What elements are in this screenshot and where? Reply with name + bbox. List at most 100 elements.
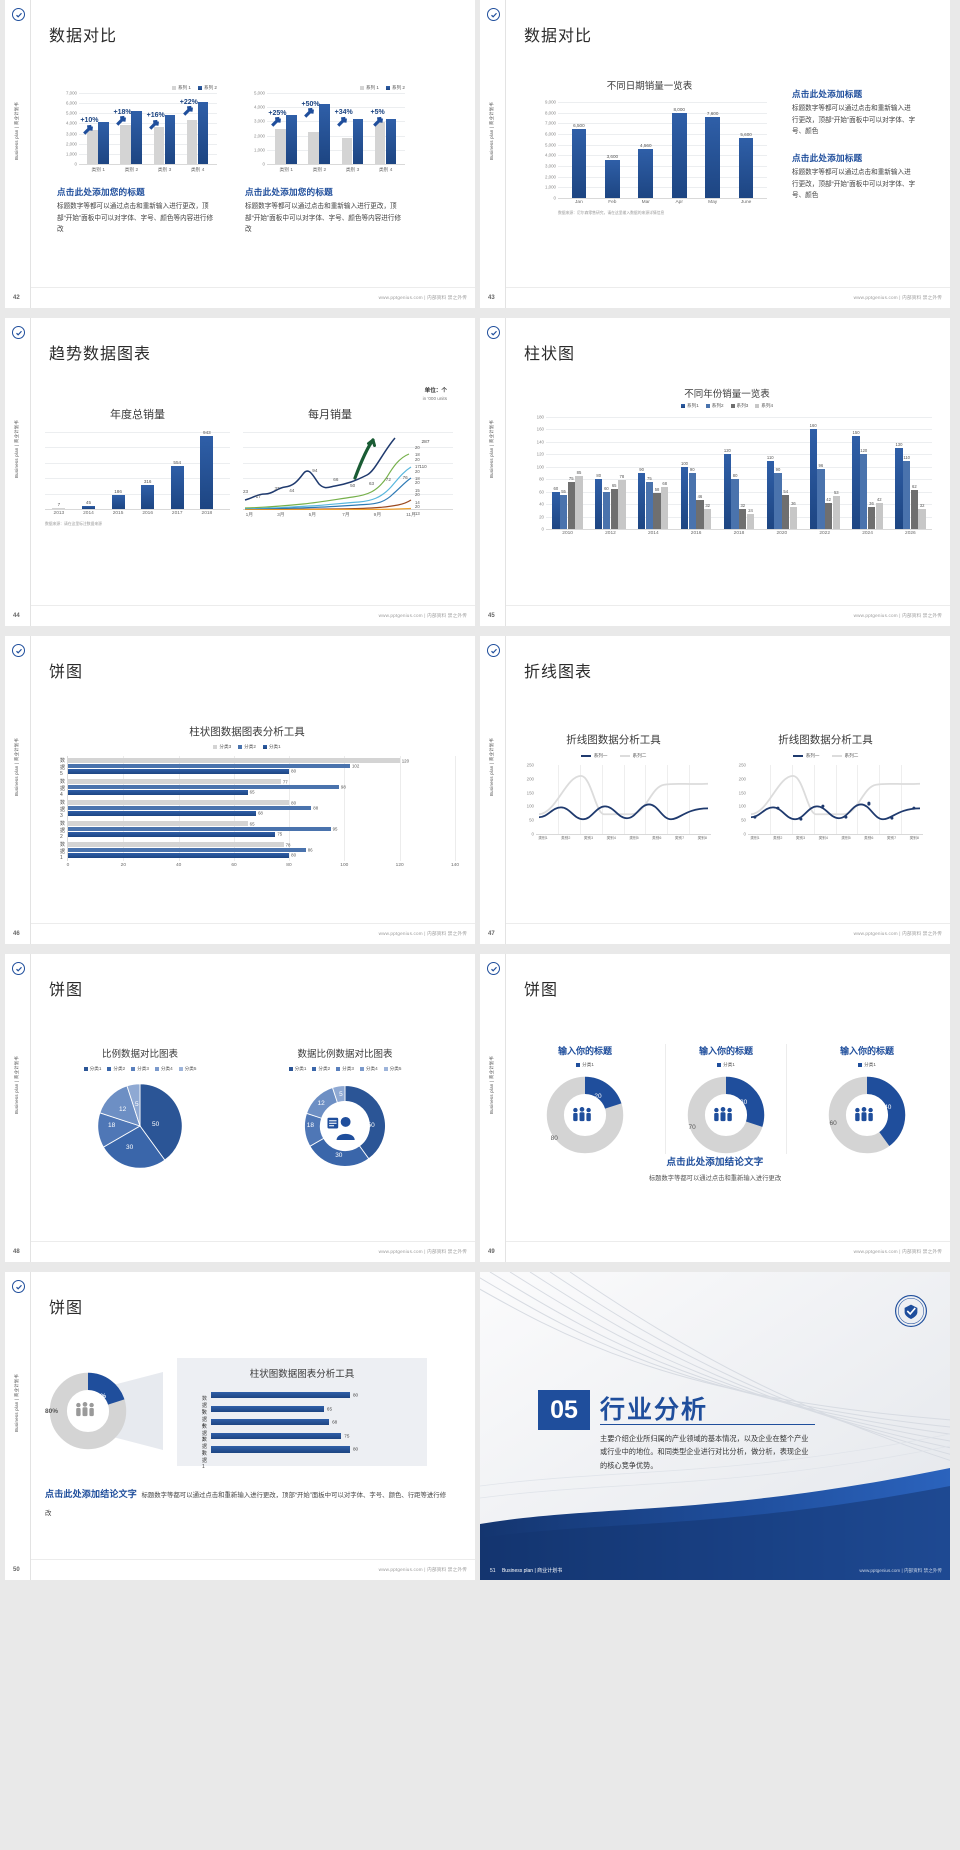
bar: 120 — [723, 448, 732, 529]
slide-49[interactable]: Business plan | 商业计划书 饼图 输入你的标题 分类1 20 8… — [480, 954, 950, 1262]
bar-value: 316 — [143, 478, 152, 484]
bar-value: 5,600 — [740, 132, 752, 138]
bar-value: 90 — [689, 467, 695, 472]
page-title: 柱状图 — [524, 346, 576, 363]
x-tick: Jan — [575, 200, 583, 205]
bar — [319, 104, 330, 164]
legend-item: 分类2 — [312, 1066, 330, 1072]
bar: 80 — [68, 853, 296, 858]
slide-43[interactable]: Business plan | 商业计划书 数据对比 不同日期销量一览表 9,0… — [480, 0, 950, 308]
x-tick: 类别 3 — [157, 168, 172, 173]
x-tick: 类别8 — [909, 836, 919, 840]
slide-50[interactable]: Business plan | 商业计划书 饼图 20% 80% 柱状图数据图表… — [5, 1272, 475, 1580]
x-tick: 类别5 — [629, 836, 639, 840]
bar-value: 53 — [833, 490, 839, 496]
bar-value: 6,500 — [573, 122, 585, 128]
x-tick: 类别 4 — [378, 168, 393, 173]
conclusion-block: 点击此处添加结论文字 标题数字等都可以通过点击和重新输入进行更改，顶部“开始”面… — [45, 1484, 449, 1520]
point-label: 17 — [255, 493, 261, 499]
legend-item: 分类3 — [213, 744, 231, 750]
slide-45[interactable]: Business plan | 商业计划书 柱状图 不同年份销量一览表 系列1 … — [480, 318, 950, 626]
x-tick: 类别 2 — [312, 168, 327, 173]
x-tick: 类别2 — [773, 836, 783, 840]
page-number: 44 — [13, 613, 20, 619]
x-tick: 2016 — [690, 531, 702, 536]
point-label: 110 — [419, 463, 427, 469]
donut-card-2: 输入你的标题 分类1 30 70 — [665, 1044, 787, 1154]
bar-value: 90 — [775, 467, 781, 472]
donut-chart: 50 30 18 12 5 — [296, 1082, 394, 1170]
bar: 32 — [918, 503, 926, 529]
page-title: 饼图 — [49, 1300, 84, 1317]
bar-value: 80 — [291, 768, 297, 774]
legend-item: 分类4 — [154, 1066, 173, 1072]
x-tick: Feb — [608, 200, 617, 205]
up-arrow-icon — [337, 116, 348, 127]
y-tick: 200 — [738, 776, 746, 782]
x-tick: 1月 — [245, 513, 254, 518]
slide-47[interactable]: Business plan | 商业计划书 折线图表 折线图数据分析工具 系列一… — [480, 636, 950, 944]
check-badge-icon — [12, 8, 25, 21]
blurb-title: 点击此处添加标题 — [792, 89, 863, 99]
pie-svg — [97, 1083, 183, 1169]
y-cat: 数据3 — [59, 799, 65, 819]
check-badge-icon — [12, 962, 25, 975]
slide-42[interactable]: Business plan | 商业计划书 数据对比 系列 1 系列 2 7,0… — [5, 0, 475, 308]
chart-title: 不同年份销量一览表 — [684, 389, 770, 400]
legend: 分类3 分类2 分类1 — [39, 744, 455, 750]
people-icon — [573, 1106, 591, 1121]
bar: 110 — [903, 455, 911, 529]
x-tick: 2010 — [562, 531, 573, 536]
y-tick: 0 — [743, 831, 746, 837]
slide-46[interactable]: Business plan | 商业计划书 饼图 柱状图数据图表分析工具 分类3… — [5, 636, 475, 944]
blurb-title: 点击此处添加您的标题 — [57, 187, 145, 197]
footer-text: www.pptgenius.com | 内部资料 禁之外传 — [853, 295, 942, 300]
unit-secondary: in '000 units — [422, 396, 447, 401]
page-title: 饼图 — [524, 982, 559, 999]
footer-text: www.pptgenius.com | 内部资料 禁之外传 — [859, 1568, 942, 1573]
point-label: 44 — [289, 488, 295, 494]
y-tick: 120 — [536, 451, 544, 457]
chart-sales-by-month: 不同日期销量一览表 9,000 8,000 7,000 6,000 5,000 … — [532, 78, 767, 216]
page-number: 45 — [488, 613, 495, 619]
legend-item: 系列1 — [681, 403, 699, 409]
check-badge-icon — [487, 8, 500, 21]
footer-text: www.pptgenius.com | 内部资料 禁之外传 — [378, 1249, 467, 1254]
right-label: 20 — [415, 504, 420, 510]
bar: 316 — [141, 479, 155, 509]
y-tick: 50 — [529, 817, 534, 823]
bar — [197, 102, 209, 164]
right-label: 13 — [415, 511, 420, 517]
slice-label: 5 — [339, 1090, 343, 1098]
blurb-title: 点击此处添加您的标题 — [245, 187, 333, 197]
y-tick: 6,000 — [545, 131, 556, 137]
bar: 4,560 — [638, 143, 654, 198]
legend-item: 分类1 — [858, 1062, 876, 1068]
chart-title: 比例数据对比图表 — [101, 1049, 178, 1060]
people-icon — [76, 1402, 94, 1417]
legend: 分类1 — [524, 1062, 646, 1068]
slide-48[interactable]: Business plan | 商业计划书 饼图 比例数据对比图表 分类1 分类… — [5, 954, 475, 1262]
donut-chart: 40 60 — [828, 1076, 906, 1154]
footer-text: www.pptgenius.com | 内部资料 禁之外传 — [853, 613, 942, 618]
y-tick: 6,000 — [66, 100, 77, 106]
x-tick: Mar — [641, 200, 650, 205]
bar: 42 — [875, 497, 883, 529]
slide-51[interactable]: 05 行业分析 主要介绍企业所归属的产业领域的基本情况，以及企业在整个产业或行业… — [480, 1272, 950, 1580]
bar-value: 110 — [766, 454, 774, 460]
chart-title: 柱状图数据图表分析工具 — [249, 1369, 355, 1380]
bar-value: 554 — [173, 460, 182, 466]
bar: 160 — [809, 423, 817, 529]
gridlines — [546, 417, 932, 529]
bar: 7,600 — [705, 111, 720, 198]
slice-label: 30 — [126, 1143, 134, 1151]
y-tick: 180 — [536, 414, 544, 420]
bar: 80 — [595, 473, 603, 529]
page-number: 43 — [488, 295, 495, 301]
y-tick: 0 — [74, 161, 77, 167]
up-arrow-icon — [182, 105, 193, 116]
slide-44[interactable]: Business plan | 商业计划书 趋势数据图表 单位：个 in '00… — [5, 318, 475, 626]
plot-area: 250 200 150 100 50 0 类别1 类别2 类别3 类别4 类别5… — [739, 763, 923, 840]
bar-value: 4,560 — [640, 143, 652, 149]
y-tick: 1,000 — [254, 147, 265, 153]
